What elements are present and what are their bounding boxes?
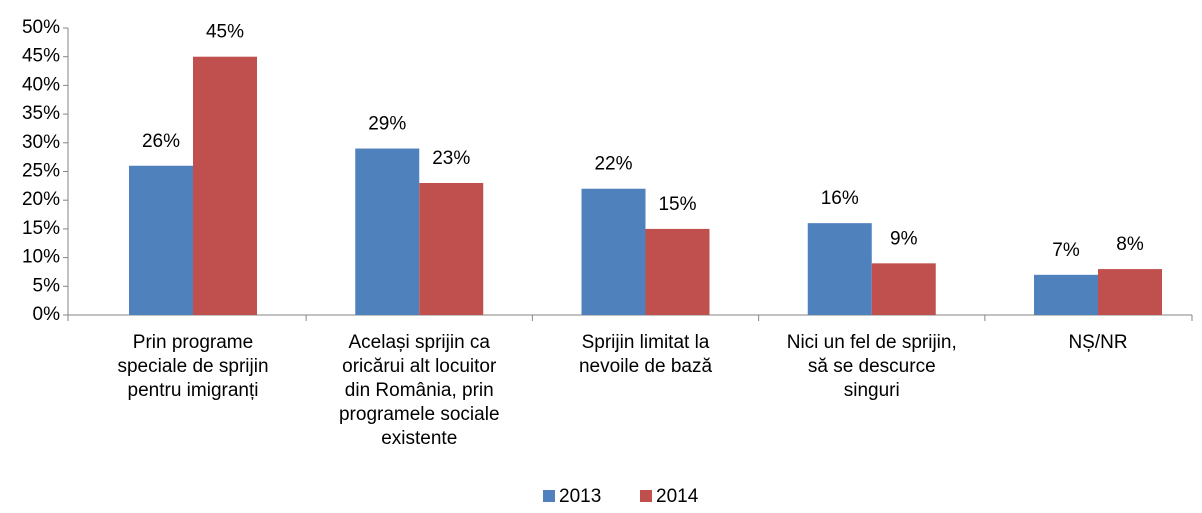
- y-tick-label: 25%: [22, 161, 60, 182]
- data-label: 45%: [206, 22, 244, 43]
- x-tick-label: Nici un fel de sprijin, să se descurce s…: [786, 332, 957, 401]
- bar: [1034, 274, 1098, 315]
- legend-swatch: [640, 490, 652, 502]
- data-label: 26%: [142, 131, 180, 152]
- data-label: 9%: [890, 228, 918, 249]
- y-tick-label: 10%: [22, 247, 60, 268]
- bar: [419, 182, 484, 315]
- data-label: 16%: [821, 188, 859, 209]
- y-tick-label: 20%: [22, 189, 60, 210]
- bar: [193, 56, 257, 315]
- bar: [645, 228, 710, 315]
- y-tick-label: 45%: [22, 46, 60, 67]
- y-tick-label: 15%: [22, 218, 60, 239]
- legend-swatch: [543, 490, 555, 502]
- x-tick-label: Același sprijin ca oricărui alt locuitor…: [338, 332, 500, 449]
- data-label: 22%: [594, 154, 632, 175]
- x-tick-label: NȘ/NR: [1068, 332, 1128, 353]
- x-tick-label: Prin programe speciale de sprijin pentru…: [117, 332, 269, 401]
- bar: [807, 223, 872, 315]
- y-tick-label: 30%: [22, 132, 60, 153]
- data-label: 23%: [432, 148, 470, 169]
- bar: [355, 148, 420, 315]
- bar: [871, 263, 936, 315]
- data-label: 15%: [658, 194, 696, 215]
- bar: [581, 188, 646, 315]
- y-tick-label: 40%: [22, 74, 60, 95]
- y-tick-label: 0%: [33, 304, 61, 325]
- legend-label: 2013: [559, 486, 601, 507]
- y-tick-label: 35%: [22, 103, 60, 124]
- data-label: 8%: [1116, 234, 1144, 255]
- bar: [1098, 269, 1162, 315]
- data-label: 7%: [1052, 240, 1080, 261]
- bar: [129, 165, 193, 315]
- y-tick-label: 50%: [22, 17, 60, 38]
- legend-label: 2014: [656, 486, 699, 507]
- y-tick-label: 5%: [33, 275, 61, 296]
- data-label: 29%: [368, 114, 406, 135]
- x-tick-label: Sprijin limitat la nevoile de bază: [578, 332, 713, 377]
